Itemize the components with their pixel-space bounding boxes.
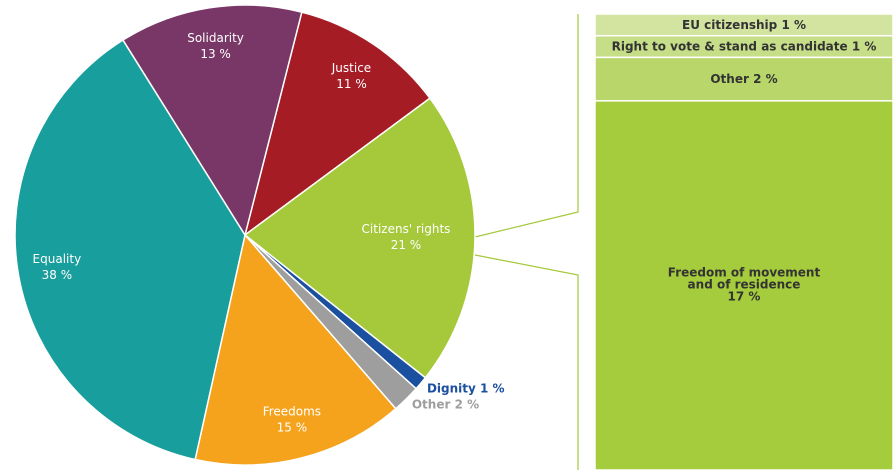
pie-label: Other 2 % — [412, 397, 479, 411]
pie-label-name: Justice — [331, 61, 371, 75]
pie-label-value: 13 % — [200, 47, 231, 61]
pie-label-value: 21 % — [391, 238, 422, 252]
pie-label-name: Citizens' rights — [362, 222, 451, 236]
bar-label-value: 1 % — [781, 17, 806, 31]
pie-label-name: Other — [412, 397, 451, 411]
bar-label: Right to vote & stand as candidate 1 % — [612, 39, 877, 53]
bar-label-line: and of residence — [688, 277, 801, 291]
pie-slice — [243, 11, 431, 237]
connector-bottom — [474, 254, 579, 470]
bar-label: EU citizenship 1 % — [682, 17, 806, 31]
bar-segment — [594, 56, 894, 102]
bar-label-name: EU citizenship — [682, 17, 778, 31]
pie-slice — [243, 97, 476, 379]
bar-label-value: 2 % — [753, 72, 778, 86]
pie-slice — [194, 233, 397, 466]
pie-label-value: 2 % — [455, 397, 480, 411]
bar-label: Other 2 % — [710, 72, 777, 86]
bar-label-name: Other — [710, 72, 749, 86]
pie-label-name: Dignity — [427, 381, 476, 395]
pie-slice — [121, 4, 303, 237]
bar-label-line: Freedom of movement — [668, 265, 821, 279]
pie-label-name: Solidarity — [187, 31, 244, 45]
bar-segment — [594, 100, 894, 471]
pie-label-value: 15 % — [277, 421, 308, 435]
connectors — [474, 14, 579, 470]
pie-label: Dignity 1 % — [427, 381, 505, 395]
bar-label-name: Freedom of movement and of residence — [668, 265, 821, 291]
pie-label-value: 1 % — [480, 381, 505, 395]
connector-top — [474, 14, 579, 238]
pie-label-value: 38 % — [42, 268, 73, 282]
bar-label-name: Right to vote & stand as candidate — [612, 39, 848, 53]
pie-label-name: Freedoms — [263, 405, 321, 419]
pie-slice — [14, 38, 246, 461]
pie-label-value: 11 % — [336, 77, 367, 91]
bar-label: Freedom of movement and of residence 17 % — [668, 265, 821, 303]
bar-label-value: 1 % — [852, 39, 877, 53]
bar-label-value: 17 % — [728, 289, 761, 303]
pie-label-name: Equality — [33, 252, 82, 266]
